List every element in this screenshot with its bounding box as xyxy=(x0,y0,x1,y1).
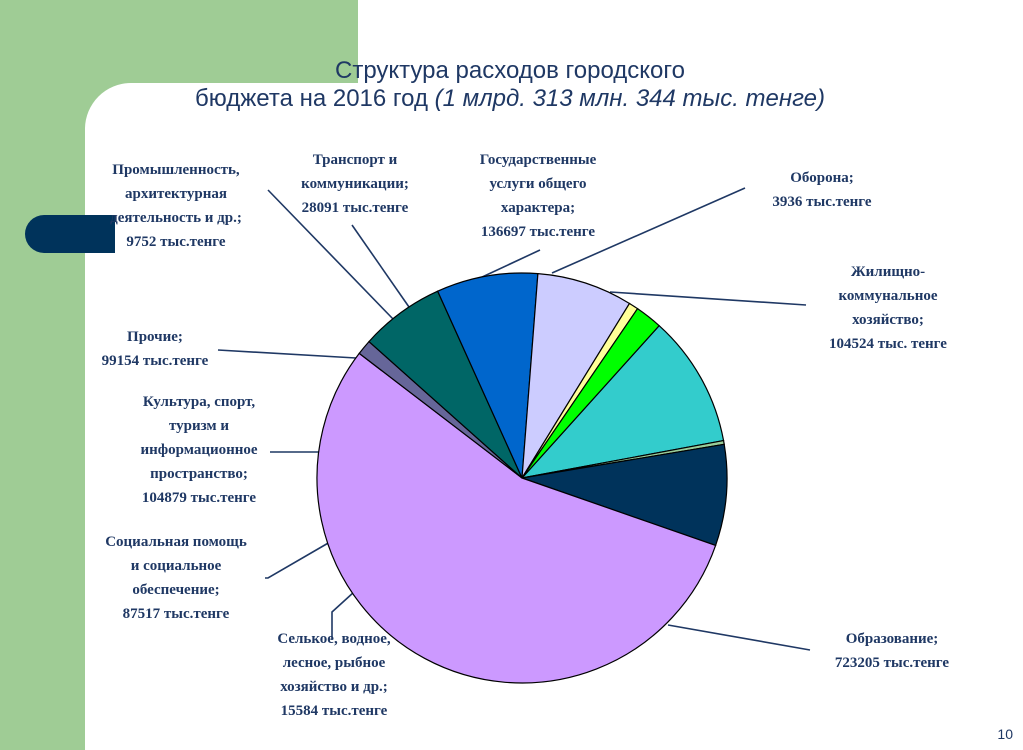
label-line: Транспорт и xyxy=(312,152,398,168)
leader-line-prochie xyxy=(217,349,357,359)
chart-title: Структура расходов городского бюджета на… xyxy=(150,57,870,113)
label-prom: Промышленность, архитектурная деятельность… xyxy=(88,158,264,254)
label-line: Прочие; xyxy=(127,329,183,345)
pie-slice-kultura xyxy=(436,272,539,479)
label-line: 3936 тыс.тенге xyxy=(772,194,872,210)
leader-line-social xyxy=(265,541,331,579)
label-line: 87517 тыс.тенге xyxy=(122,606,230,622)
chart-title-note: (1 млрд. 313 млн. 344 тыс. тенге) xyxy=(434,85,825,112)
label-line: характера; xyxy=(500,200,576,216)
label-line: 28091 тыс.тенге xyxy=(301,200,409,216)
decorative-tab xyxy=(25,215,115,253)
label-line: коммуникации; xyxy=(301,176,409,192)
label-line: Государственные xyxy=(479,152,597,168)
white-top-band xyxy=(358,0,1023,90)
pie-slice-gos xyxy=(520,324,725,479)
leader-lines xyxy=(217,187,811,651)
label-zhkh: Жилищно-коммунальное хозяйство; 104524 тыс… xyxy=(808,260,968,356)
pie-slices xyxy=(316,272,728,684)
leader-line-transport xyxy=(351,224,410,308)
label-line: хозяйство; xyxy=(852,312,924,328)
label-line: и социальное xyxy=(130,558,222,574)
label-line: Социальная помощь xyxy=(105,534,247,550)
leader-line-obraz xyxy=(667,624,811,651)
label-line: хозяйство и др.; xyxy=(280,679,388,695)
label-line: 15584 тыс.тенге xyxy=(280,703,388,719)
chart-title-line2: бюджета на 2016 год (1 млрд. 313 млн. 34… xyxy=(150,85,870,113)
label-line: Образование; xyxy=(845,631,939,647)
label-line: услуги общего xyxy=(489,176,587,192)
pie-slice-prochie xyxy=(521,272,631,479)
label-line: туризм и xyxy=(168,418,230,434)
label-oborona: Оборона; 3936 тыс.тенге xyxy=(752,166,892,214)
leader-line-zhkh xyxy=(609,291,807,306)
leader-line-selskoe xyxy=(331,591,355,640)
label-kultura: Культура, спорт, туризм и информационное пр… xyxy=(118,390,280,510)
label-line: пространство; xyxy=(150,466,248,482)
label-line: коммунальное xyxy=(838,288,938,304)
leader-line-gos xyxy=(479,249,541,279)
label-obrazovanie: Образование; 723205 тыс.тенге xyxy=(812,627,972,675)
label-line: Селькое, водное, xyxy=(277,631,391,647)
label-line: обеспечение; xyxy=(132,582,220,598)
label-line: Культура, спорт, xyxy=(142,394,256,410)
label-gos-uslugi: Государственные услуги общего характера; 13… xyxy=(452,148,624,244)
pie-slice-obraz xyxy=(316,352,717,684)
label-line: деятельность и др.; xyxy=(110,210,242,226)
label-line: информационное xyxy=(140,442,258,458)
label-line: 723205 тыс.тенге xyxy=(834,655,950,671)
label-line: архитектурная xyxy=(125,186,227,202)
label-line: Жилищно- xyxy=(850,264,926,280)
chart-title-main: бюджета на 2016 год xyxy=(195,85,428,112)
chart-title-line1: Структура расходов городского xyxy=(335,57,685,84)
label-line: 136697 тыс.тенге xyxy=(480,224,596,240)
label-line: 9752 тыс.тенге xyxy=(126,234,226,250)
label-line: 99154 тыс.тенге xyxy=(101,353,209,369)
label-line: 104524 тыс. тенге xyxy=(829,336,947,352)
label-line: Промышленность, xyxy=(112,162,240,178)
pie-slice-zhkh xyxy=(521,443,728,547)
label-line: лесное, рыбное xyxy=(282,655,386,671)
page-number: 10 xyxy=(997,726,1013,742)
label-social: Социальная помощь и социальное обеспечение… xyxy=(88,530,264,626)
label-line: 104879 тыс.тенге xyxy=(141,490,257,506)
label-transport: Транспорт и коммуникации; 28091 тыс.тенге xyxy=(286,148,424,220)
pie-slice-transport xyxy=(521,307,661,479)
leader-line-prom xyxy=(267,189,395,321)
label-selskoe: Селькое, водное, лесное, рыбное хозяйство … xyxy=(256,627,412,723)
label-prochie: Прочие; 99154 тыс.тенге xyxy=(88,325,222,373)
label-line: Оборона; xyxy=(790,170,854,186)
leader-line-oborona xyxy=(551,187,746,274)
